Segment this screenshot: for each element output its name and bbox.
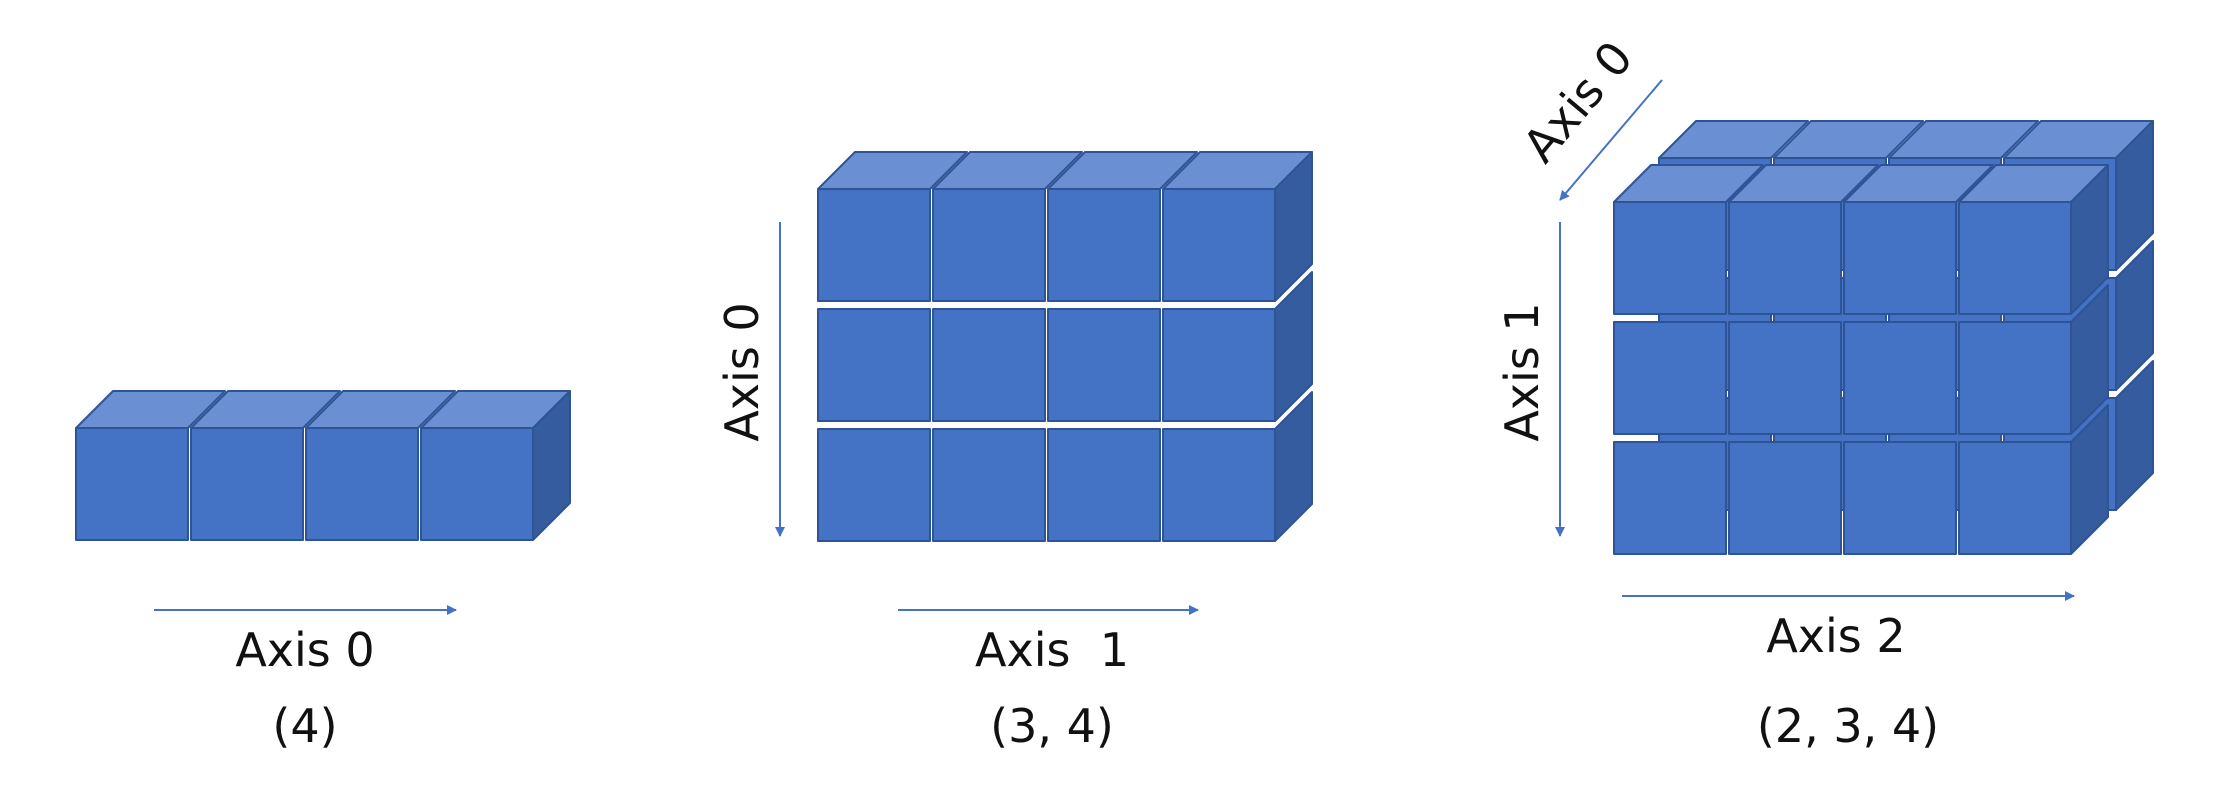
cube xyxy=(1613,441,1727,555)
cube-front-face xyxy=(1958,201,2072,315)
cube-front-face xyxy=(1162,428,1276,542)
axis-2-label: Axis 2 xyxy=(1766,609,1905,663)
cube xyxy=(1728,441,1842,555)
cube-front-face xyxy=(817,308,931,422)
cube-front-face xyxy=(1613,441,1727,555)
axis-1-label: Axis 1 xyxy=(1495,302,1549,441)
cube xyxy=(1958,164,2109,315)
cube-front-face xyxy=(1958,321,2072,435)
cube-front-face xyxy=(1047,308,1161,422)
axis-0-label: Axis 0 xyxy=(1512,31,1643,172)
cube-front-face xyxy=(932,188,1046,302)
cube-front-face xyxy=(1843,441,1957,555)
cube-front-face xyxy=(1162,188,1276,302)
cube-front-face xyxy=(817,188,931,302)
cube-front-face xyxy=(1728,441,1842,555)
cube-front-face xyxy=(817,428,931,542)
cube xyxy=(817,308,931,422)
shape-label-2d: (3, 4) xyxy=(990,699,1114,753)
cube xyxy=(817,151,968,302)
cube xyxy=(1958,404,2109,555)
cube xyxy=(190,390,341,541)
axis-0-label: Axis 0 xyxy=(715,302,769,441)
cube xyxy=(1047,428,1161,542)
cube xyxy=(75,390,226,541)
cube xyxy=(932,308,1046,422)
shape-label-1d: (4) xyxy=(272,699,337,753)
axis-0-label: Axis 0 xyxy=(235,623,374,677)
cube-front-face xyxy=(1613,201,1727,315)
axis-0-arrow xyxy=(1559,79,1663,201)
cube xyxy=(420,390,571,541)
cube xyxy=(1958,284,2109,435)
axis-1-label: Axis 1 xyxy=(975,623,1129,677)
cube-front-face xyxy=(1843,321,1957,435)
cube xyxy=(1843,321,1957,435)
cube xyxy=(1047,308,1161,422)
cube xyxy=(932,151,1083,302)
cube xyxy=(305,390,456,541)
cube-front-face xyxy=(1843,201,1957,315)
cube-front-face xyxy=(75,427,189,541)
cube-front-face xyxy=(1613,321,1727,435)
cube-front-face xyxy=(1728,321,1842,435)
cube-front-face xyxy=(305,427,419,541)
cube-front-face xyxy=(932,308,1046,422)
shape-label-3d: (2, 3, 4) xyxy=(1757,699,1939,753)
cube xyxy=(1162,391,1313,542)
cube xyxy=(1162,151,1313,302)
cube-block-3d xyxy=(1613,120,2154,555)
diagram-1d: Axis 0 (4) xyxy=(75,390,571,753)
cube-front-face xyxy=(190,427,304,541)
cube xyxy=(817,428,931,542)
cube xyxy=(1162,271,1313,422)
cube-front-face xyxy=(1047,188,1161,302)
cube-front-face xyxy=(420,427,534,541)
diagram-2d: Axis 0 Axis 1 (3, 4) xyxy=(715,151,1313,753)
cube xyxy=(1843,164,1994,315)
cube xyxy=(1047,151,1198,302)
cube xyxy=(932,428,1046,542)
cube xyxy=(1613,321,1727,435)
cube xyxy=(1613,164,1764,315)
diagram-3d: Axis 0 Axis 1 Axis 2 (2, 3, 4) xyxy=(1495,31,2154,753)
cube-front-face xyxy=(1047,428,1161,542)
cube xyxy=(1728,321,1842,435)
cube xyxy=(1728,164,1879,315)
cube xyxy=(1843,441,1957,555)
cube-front-face xyxy=(1728,201,1842,315)
cube-grid-2d xyxy=(817,151,1313,542)
cube-front-face xyxy=(1162,308,1276,422)
cube-row-1d xyxy=(75,390,571,541)
cube-front-face xyxy=(1958,441,2072,555)
cube-front-face xyxy=(932,428,1046,542)
